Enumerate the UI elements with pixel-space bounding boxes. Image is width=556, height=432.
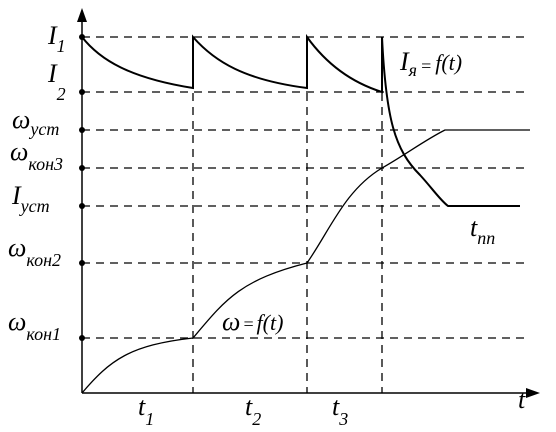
interval-label: t2 xyxy=(245,392,261,429)
level-label: ωкон2 xyxy=(8,233,61,270)
label-part: t xyxy=(332,392,340,421)
label-part: I xyxy=(47,59,58,88)
label-part: = xyxy=(420,56,432,76)
current-curve xyxy=(81,33,520,207)
label-part: I xyxy=(399,47,410,76)
current-curve-label: Iя = f(t) xyxy=(399,47,462,80)
label-part: кон3 xyxy=(28,154,63,174)
label-part: кон2 xyxy=(26,250,61,270)
interval-label: t1 xyxy=(138,392,154,429)
label-part: f(t) xyxy=(435,50,462,75)
speed-curve-label: ω =f(t) xyxy=(222,307,283,336)
label-part: уст xyxy=(28,119,59,139)
label-part: f(t) xyxy=(257,310,284,335)
label-part: 1 xyxy=(57,36,66,56)
label-part: ω xyxy=(222,307,240,336)
label-part: ω xyxy=(12,105,30,134)
level-label: ωуст xyxy=(12,105,59,139)
time-axis-label: t xyxy=(518,385,526,414)
level-label: ωкон3 xyxy=(10,137,63,174)
level-label: ωкон1 xyxy=(8,307,61,344)
label-part: я xyxy=(408,60,417,80)
label-part: 1 xyxy=(145,409,154,429)
label-part: = xyxy=(242,314,254,334)
y-arrow xyxy=(77,8,87,22)
x-arrow xyxy=(526,388,540,398)
label-part: I xyxy=(11,181,22,210)
label-part: 3 xyxy=(338,409,348,429)
label-part: ω xyxy=(10,137,28,166)
label-part: t xyxy=(470,213,478,242)
level-label: Iуст xyxy=(11,181,50,216)
label-part: кон1 xyxy=(26,324,61,344)
level-dots xyxy=(79,34,85,341)
interval-label: t3 xyxy=(332,392,348,429)
label-part: 2 xyxy=(57,84,66,104)
label-part: t xyxy=(245,392,253,421)
label-part: I xyxy=(47,21,58,50)
label-part: уст xyxy=(19,196,50,216)
label-part: пп xyxy=(477,228,495,248)
label-part: 2 xyxy=(252,409,261,429)
level-label: I1 xyxy=(47,21,66,56)
label-part: t xyxy=(138,392,146,421)
label-part: ω xyxy=(8,307,26,336)
level-label: I2 xyxy=(47,59,66,104)
label-part: ω xyxy=(8,233,26,262)
transient-label: tпп xyxy=(470,213,495,248)
interval-lines xyxy=(192,37,383,393)
speed-curve xyxy=(81,129,530,394)
